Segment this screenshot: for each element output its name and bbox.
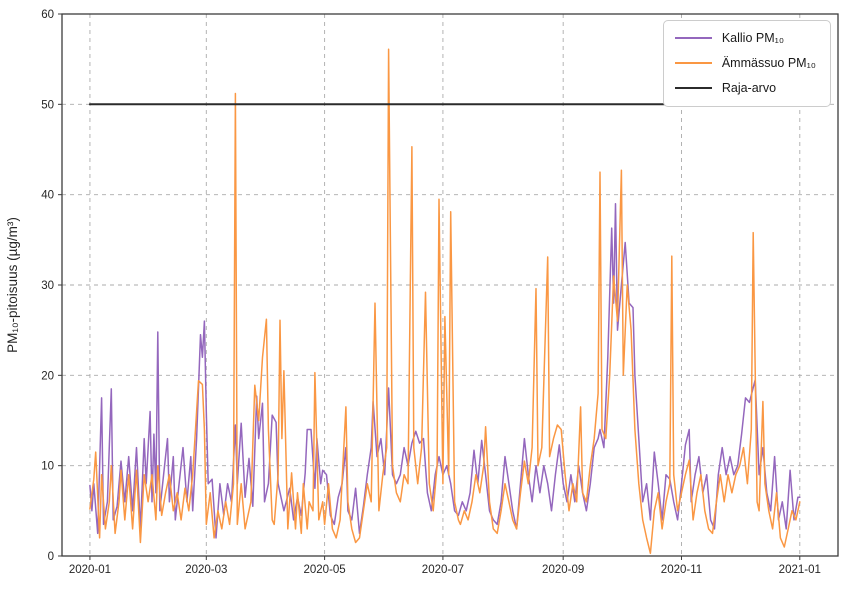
tick-marks (58, 13, 801, 560)
x-tick-label: 2020-05 (304, 564, 346, 576)
x-tick-label: 2020-01 (69, 564, 111, 576)
y-tick-label: 0 (48, 551, 54, 563)
legend-item-kallio: Kallio PM₁₀ (674, 30, 816, 47)
ammassuo-line-swatch (674, 62, 712, 65)
x-tick-label: 2020-03 (185, 564, 227, 576)
kallio-line (89, 202, 801, 539)
y-axis-label: PM₁₀-pitoisuus (µg/m³) (5, 217, 20, 353)
legend-label-raja-arvo: Raja-arvo (721, 80, 777, 95)
legend-item-raja-arvo: Raja-arvo (674, 80, 816, 97)
y-tick-label: 40 (41, 190, 54, 202)
x-tick-label: 2021-01 (779, 564, 821, 576)
x-tick-label: 2020-11 (661, 564, 702, 576)
kallio-line-swatch (674, 37, 712, 40)
raja-arvo-line-swatch (674, 87, 712, 90)
y-tick-label: 10 (41, 461, 54, 473)
ammassuo-line (89, 48, 801, 555)
y-tick-label: 30 (41, 280, 54, 292)
y-tick-label: 60 (41, 9, 54, 21)
x-tick-label: 2020-07 (422, 564, 464, 576)
legend: Kallio PM₁₀ Ämmässuo PM₁₀ Raja-arvo (662, 20, 831, 107)
legend-item-ammassuo: Ämmässuo PM₁₀ (674, 55, 816, 72)
legend-label-kallio: Kallio PM₁₀ (721, 31, 785, 45)
x-tick-label: 2020-09 (542, 564, 584, 576)
y-tick-label: 20 (41, 370, 54, 382)
y-tick-label: 50 (41, 99, 54, 111)
legend-label-ammassuo: Ämmässuo PM₁₀ (721, 55, 816, 70)
tick-labels: 2020-01 2020-03 2020-05 2020-07 2020-09 2020-… (41, 9, 821, 576)
